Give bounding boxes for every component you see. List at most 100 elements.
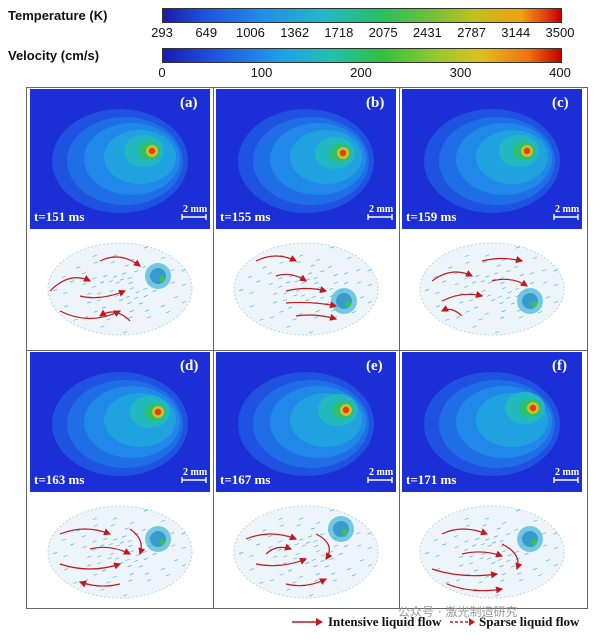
time-label: t=151 ms (34, 209, 84, 224)
melt-pool-vector-cluster (331, 288, 357, 314)
temperature-field: (e) t=167 ms 2 mm (216, 352, 396, 492)
velocity-colorbar (162, 48, 562, 63)
velocity-tick: 400 (549, 65, 571, 80)
scale-bar (181, 214, 207, 220)
flow-arrow (255, 557, 308, 567)
velocity-tick: 0 (158, 65, 166, 80)
temperature-field: (b) t=155 ms 2 mm (216, 89, 396, 229)
velocity-flow-field (419, 242, 565, 336)
velocity-flow-field (47, 505, 193, 599)
velocity-flow-field (233, 505, 379, 599)
temperature-tick: 3500 (545, 25, 575, 40)
temperature-colorbar (162, 8, 562, 23)
velocity-colorbar-title: Velocity (cm/s) (8, 48, 100, 63)
scale-bar-label: 2 mm (183, 467, 208, 478)
flow-arrow (446, 583, 504, 594)
scale-bar-label: 2 mm (369, 467, 394, 478)
scale-bar-label: 2 mm (555, 467, 580, 478)
dashed-arrow-icon (450, 618, 475, 626)
watermark: 公众号 · 激光制造研究 (398, 605, 518, 619)
flow-arrow (265, 543, 293, 555)
scale-bar (181, 477, 207, 483)
grid-divider (213, 88, 214, 608)
flow-arrow (441, 528, 489, 536)
flow-arrow (481, 256, 524, 264)
time-label: t=163 ms (34, 472, 84, 487)
melt-pool-vector-cluster (145, 526, 171, 552)
intensive-flow-legend: Intensive liquid flow (290, 611, 441, 633)
scale-bar (553, 477, 579, 483)
sparse-flow-legend: Sparse liquid flow (448, 611, 579, 633)
temperature-tick: 3144 (501, 25, 531, 40)
panel-grid (26, 87, 588, 609)
time-label: t=159 ms (406, 209, 456, 224)
intensive-flow-label: Intensive liquid flow (328, 614, 442, 629)
scale-bar (367, 477, 393, 483)
temperature-field: (d) t=163 ms 2 mm (30, 352, 210, 492)
temperature-field: (a) t=151 ms 2 mm (30, 89, 210, 229)
temperature-tick: 2787 (457, 25, 487, 40)
panel-label: (e) (366, 358, 383, 374)
flow-arrow (315, 533, 333, 560)
panel-label: (d) (180, 358, 198, 374)
solid-arrow-icon (292, 618, 323, 626)
flow-arrow (440, 305, 463, 317)
velocity-tick: 300 (449, 65, 472, 80)
scale-bar (553, 214, 579, 220)
flow-arrow (255, 255, 298, 262)
time-label: t=171 ms (406, 472, 456, 487)
flow-arrow (99, 256, 141, 267)
scale-bar-label: 2 mm (183, 204, 208, 215)
flow-arrow (441, 291, 484, 302)
time-label: t=167 ms (220, 472, 270, 487)
flow-arrow (79, 289, 127, 299)
flow-arrow (129, 528, 146, 556)
scale-bar (367, 214, 393, 220)
flow-arrow (501, 543, 523, 571)
panel-label: (c) (552, 95, 569, 111)
scale-bar-label: 2 mm (555, 204, 580, 215)
flow-arrow (78, 580, 121, 588)
flow-arrow (285, 286, 328, 294)
sparse-flow-label: Sparse liquid flow (479, 614, 580, 629)
velocity-tick: 100 (250, 65, 273, 80)
flow-arrow (431, 270, 474, 282)
temperature-tick: 1362 (280, 25, 310, 40)
scale-bar-label: 2 mm (369, 204, 394, 215)
flow-arrow (285, 301, 338, 309)
panel-label: (b) (366, 95, 384, 111)
velocity-flow-field (47, 242, 193, 336)
temperature-tick: 2431 (412, 25, 442, 40)
flow-arrow (295, 313, 338, 321)
velocity-flow-field (419, 505, 565, 599)
temperature-colorbar-title: Temperature (K) (8, 8, 108, 23)
time-label: t=155 ms (220, 209, 270, 224)
flow-arrow (89, 546, 132, 555)
flow-arrow (59, 310, 122, 320)
flow-arrow (275, 273, 307, 282)
velocity-tick: 200 (350, 65, 372, 80)
grid-divider (399, 88, 400, 608)
temperature-field: (f) t=171 ms 2 mm (402, 352, 582, 492)
temperature-tick: 649 (195, 25, 218, 40)
velocity-flow-field (233, 242, 379, 336)
panel-label: (a) (180, 95, 198, 111)
temperature-tick: 1006 (235, 25, 265, 40)
flow-arrow (49, 275, 92, 292)
flow-arrow (245, 533, 298, 541)
temperature-tick: 1718 (324, 25, 354, 40)
grid-divider (27, 350, 587, 351)
melt-pool-vector-cluster (517, 526, 543, 552)
melt-pool-vector-cluster (328, 516, 354, 542)
temperature-tick: 293 (151, 25, 173, 40)
flow-arrow (59, 562, 122, 570)
temperature-field: (c) t=159 ms 2 mm (402, 89, 582, 229)
panel-label: (f) (552, 358, 567, 374)
melt-pool-vector-cluster (145, 263, 171, 289)
temperature-tick: 2075 (368, 25, 398, 40)
flow-arrow (99, 309, 131, 322)
flow-arrow (431, 568, 499, 579)
flow-arrow (461, 550, 504, 558)
flow-arrow (491, 278, 528, 287)
melt-pool-vector-cluster (517, 288, 543, 314)
